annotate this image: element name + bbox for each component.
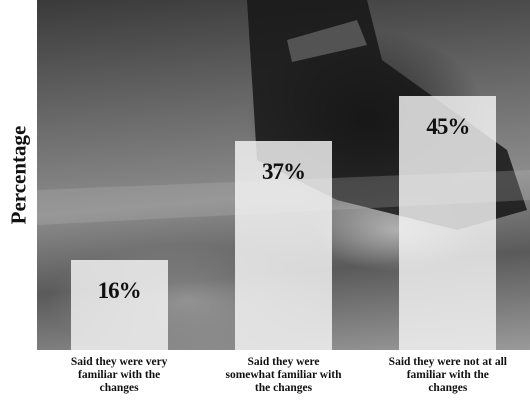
bar xyxy=(399,95,497,350)
x-tick-label: Said they were somewhat familiar with th… xyxy=(225,356,342,394)
plot-area: 16% 37% 45% xyxy=(37,0,530,350)
x-tick-label: Said they were not at all familiar with … xyxy=(388,356,507,394)
value-label: 45% xyxy=(426,113,470,139)
bar xyxy=(235,141,332,350)
value-label: 37% xyxy=(262,159,306,185)
y-axis-label: Percentage xyxy=(6,125,31,225)
x-tick-label: Said they were very familiar with the ch… xyxy=(70,356,168,394)
bar xyxy=(70,259,168,350)
value-label: 16% xyxy=(97,277,142,303)
